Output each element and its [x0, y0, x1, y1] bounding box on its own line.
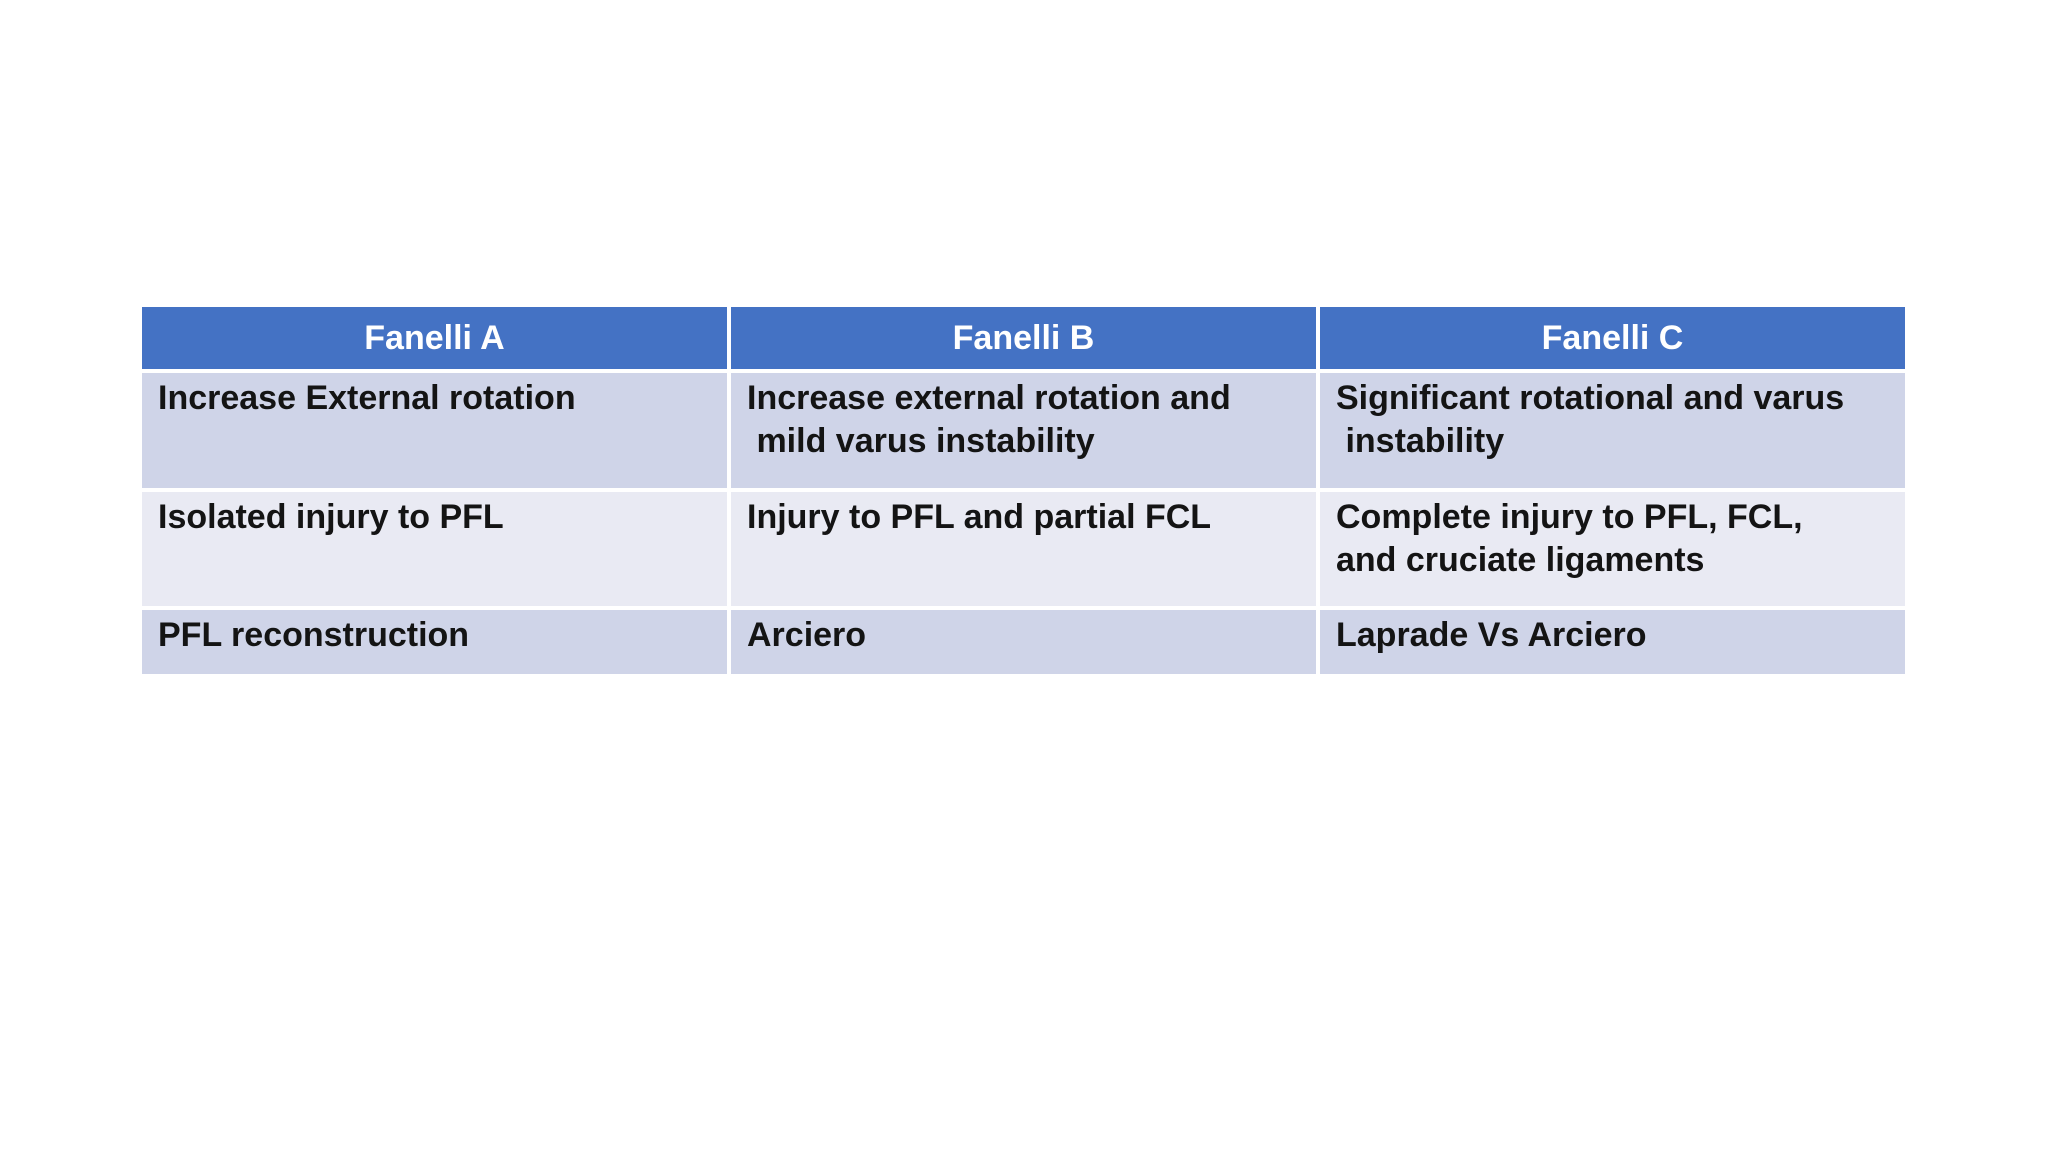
- table-cell-rotation-c: Significant rotational and varus instabi…: [1320, 373, 1905, 488]
- header-cell-fanelli-c: Fanelli C: [1320, 307, 1905, 369]
- table-cell-treatment-c: Laprade Vs Arciero: [1320, 610, 1905, 674]
- table-cell-treatment-a: PFL reconstruction: [142, 610, 727, 674]
- table-cell-injury-c: Complete injury to PFL, FCL, and cruciat…: [1320, 492, 1905, 606]
- header-cell-fanelli-b: Fanelli B: [731, 307, 1316, 369]
- table-cell-injury-a: Isolated injury to PFL: [142, 492, 727, 606]
- table-cell-treatment-b: Arciero: [731, 610, 1316, 674]
- table-cell-injury-b: Injury to PFL and partial FCL: [731, 492, 1316, 606]
- fanelli-classification-table: Fanelli A Fanelli B Fanelli C Increase E…: [142, 307, 1905, 674]
- table-cell-rotation-b: Increase external rotation and mild varu…: [731, 373, 1316, 488]
- header-cell-fanelli-a: Fanelli A: [142, 307, 727, 369]
- table-cell-rotation-a: Increase External rotation: [142, 373, 727, 488]
